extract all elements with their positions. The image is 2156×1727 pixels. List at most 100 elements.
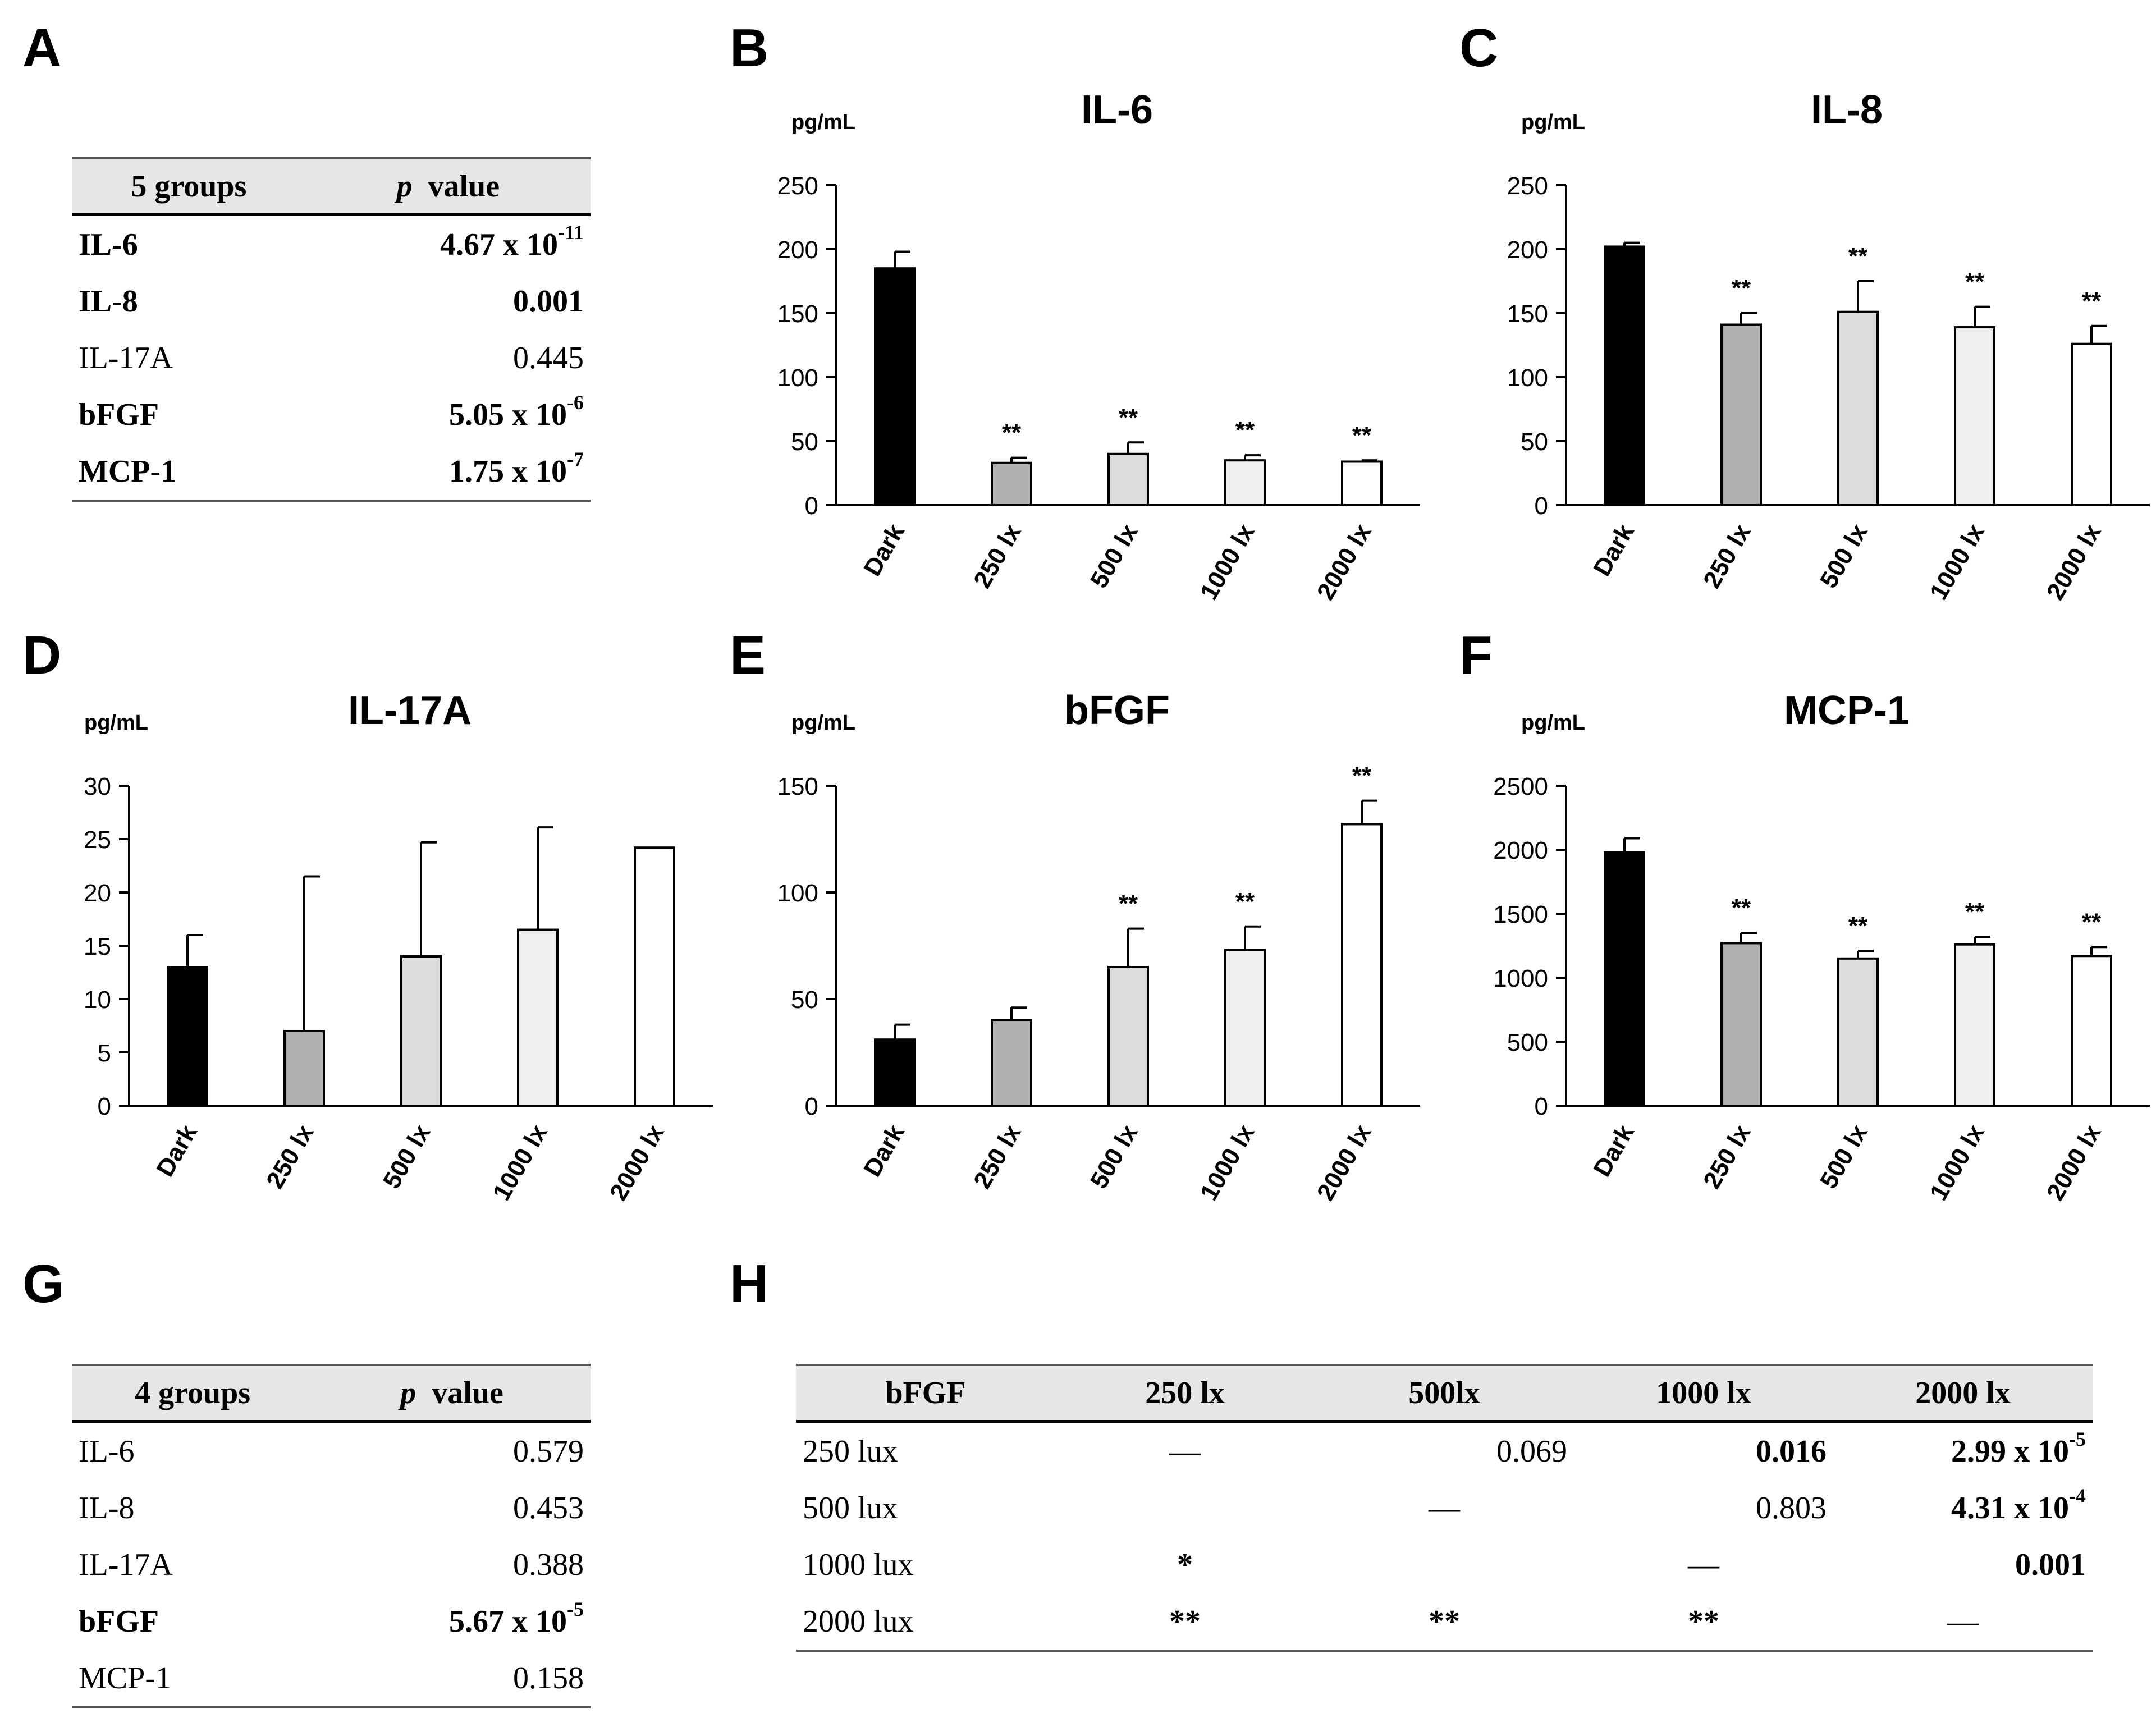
table-row: IL-6 4.67 x 10-11 [72,215,591,273]
cytokine-name: IL-6 [79,1433,135,1469]
x-tick-label: Dark [1588,1120,1640,1181]
bar-1000lx [1224,459,1266,507]
significance-marker: ** [2082,908,2102,936]
bar-2000lx [1341,460,1383,506]
cytokine-name: IL-8 [79,1490,135,1526]
y-tick-label: 200 [777,236,818,264]
table-h-cell: 4.31 x 10-4 [1833,1479,2093,1536]
cytokine-name: bFGF [79,397,159,432]
y-tick-label: 2000 [1493,837,1548,864]
y-tick-label: 200 [1507,236,1548,264]
row-label: 500 lux [803,1490,898,1526]
p-value-base: — [1947,1604,1979,1639]
x-tick-label: 2000 lx [2041,519,2107,604]
panel-letter-g: G [22,1254,65,1314]
table-h-cell: — [1055,1422,1315,1480]
x-tick-label: Dark [151,1120,203,1181]
p-value-exponent: -5 [2069,1427,2086,1450]
bar-dark [874,267,916,506]
x-tick-label: 1000 lx [1195,519,1260,604]
panel-letter-b: B [730,18,769,78]
bar-dark [167,966,208,1107]
table-h-header-cell: 500lx [1315,1364,1574,1423]
cytokine-name: IL-8 [79,283,138,319]
x-tick-label: 250 lx [968,519,1027,593]
bar-250lx [991,1019,1032,1107]
bar-2000lx [1341,823,1383,1107]
bar-dark [1604,245,1645,506]
bar-2000lx [2071,955,2112,1107]
y-tick-label: 30 [84,773,111,800]
bar-500lx [1837,957,1879,1107]
p-value-base: 5.05 x 10 [449,397,567,432]
y-tick-label: 2500 [1493,773,1548,800]
table-h-cell [1055,1479,1315,1536]
bar-1000lx [517,928,559,1107]
y-tick-label: 0 [805,1093,818,1120]
table-h-cell: ** [1055,1593,1315,1652]
x-tick-label: 500 lx [1815,1120,1873,1193]
x-tick-label: 500 lx [1815,519,1873,593]
table-row: 500 lux —0.803 4.31 x 10-4 [796,1479,2093,1536]
p-value-base: 0.001 [513,283,584,319]
table-h-cell: — [1833,1593,2093,1652]
p-value-base: 0.158 [513,1660,584,1696]
chart-il8: IL-8 pg/mL 0 50 100 150 200 250 Dark ** 250 lx ** 50… [1459,73,2156,679]
p-value-base: ** [1429,1604,1460,1639]
p-italic: p [396,169,413,204]
p-value-base: 0.001 [2015,1547,2086,1582]
y-tick-label: 100 [777,879,818,907]
table-h-cell [1315,1536,1574,1593]
table-a: 5 groups p value IL-6 4.67 x 10-11 IL-8 0.0… [72,157,591,502]
table-g: 4 groups p value IL-6 0.579 IL-8 0.453 IL-17… [72,1364,591,1708]
p-value-base: ** [1688,1604,1719,1639]
cytokine-name: IL-17A [79,340,173,375]
bar-250lx [283,1030,325,1107]
p-value-cell: 5.05 x 10-6 [306,386,591,443]
table-row: bFGF 5.05 x 10-6 [72,386,591,443]
bar-dark [1604,851,1645,1107]
y-tick-label: 0 [98,1093,111,1120]
x-tick-label: 500 lx [378,1120,436,1193]
table-h: bFGF 250 lx 500lx 1000 lx 2000 lx 250 lux — 0.… [796,1364,2093,1652]
y-tick-label: 100 [777,364,818,392]
table-h-cell: 0.016 [1574,1422,1833,1480]
table-row: IL-6 0.579 [72,1422,591,1480]
x-tick-label: 1000 lx [1925,519,1990,604]
table-a-header-group: 5 groups [72,157,306,216]
p-value-exponent: -6 [567,391,584,414]
bar-2000lx [634,846,675,1107]
table-row: 1000 lux * — 0.001 [796,1536,2093,1593]
table-row: 2000 lux ** ** ** — [796,1593,2093,1652]
x-tick-label: 250 lx [1698,1120,1756,1193]
p-value-base: 5.67 x 10 [449,1604,567,1639]
significance-marker: ** [2082,287,2102,315]
table-row: IL-17A 0.445 [72,329,591,386]
y-tick-label: 10 [84,986,111,1014]
p-value-cell: 5.67 x 10-5 [313,1593,591,1650]
p-value-base: — [1429,1490,1460,1526]
significance-marker: ** [1002,419,1022,447]
chart-title: MCP-1 [1784,688,1910,733]
row-label: 2000 lux [796,1593,1055,1652]
table-h-body: 250 lux —0.069 0.016 2.99 x 10-5 500 lux —0.8… [796,1422,2093,1652]
p-value-base: 0.579 [513,1433,584,1469]
y-tick-label: 150 [777,773,818,800]
p-value-base: 0.445 [513,340,584,375]
y-tick-label: 150 [1507,300,1548,328]
bar-dark [874,1038,916,1107]
chart-il6: IL-6 pg/mL 0 50 100 150 200 250 Dark ** 250 lx ** 50… [730,73,1459,679]
p-value-base: 4.31 x 10 [1951,1490,2069,1526]
table-h-header-row: bFGF 250 lx 500lx 1000 lx 2000 lx [796,1364,2093,1423]
table-row: MCP-1 1.75 x 10-7 [72,443,591,502]
significance-marker: ** [1119,404,1138,431]
p-value-cell: 1.75 x 10-7 [305,443,591,502]
p-value-exponent: -7 [567,447,584,470]
x-tick-label: 1000 lx [488,1120,553,1205]
table-h-cell: * [1055,1536,1315,1593]
chart-il17a-svg: IL-17A pg/mL 0 5 10 15 20 25 30 Dark 250 lx 500 lx 1… [84,688,713,1205]
chart-il17a: IL-17A pg/mL 0 5 10 15 20 25 30 Dark 250 lx 500 lx 1… [22,674,752,1280]
chart-il8-svg: IL-8 pg/mL 0 50 100 150 200 250 Dark ** 250 lx ** 50… [1507,88,2150,604]
x-tick-label: 1000 lx [1195,1120,1260,1205]
p-value-base: — [1688,1547,1719,1582]
